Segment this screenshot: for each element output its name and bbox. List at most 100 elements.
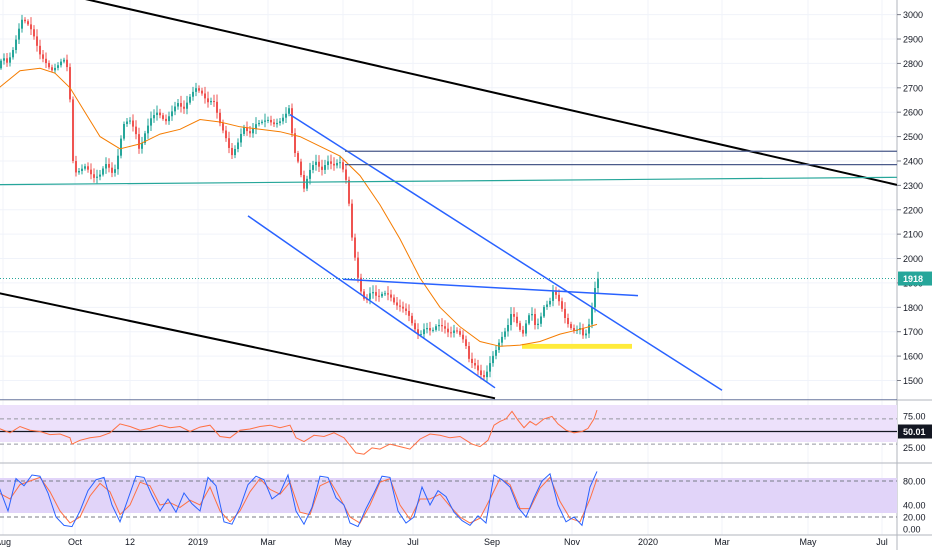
candle[interactable] <box>378 289 380 302</box>
teal-support-line[interactable] <box>0 176 897 186</box>
candle[interactable] <box>213 94 215 107</box>
candle[interactable] <box>492 351 494 367</box>
candle[interactable] <box>372 285 374 299</box>
candle[interactable] <box>390 289 392 302</box>
candle[interactable] <box>33 25 35 40</box>
candle[interactable] <box>132 114 134 132</box>
candle[interactable] <box>540 312 542 327</box>
candle[interactable] <box>414 319 416 333</box>
candle[interactable] <box>297 150 299 164</box>
candle[interactable] <box>144 130 146 146</box>
candle[interactable] <box>24 17 26 24</box>
candle[interactable] <box>174 101 176 116</box>
candle[interactable] <box>417 323 419 339</box>
candle[interactable] <box>513 307 515 323</box>
candle[interactable] <box>294 128 296 158</box>
candle[interactable] <box>69 63 71 103</box>
candle[interactable] <box>348 176 350 207</box>
candle[interactable] <box>225 125 227 142</box>
candle[interactable] <box>519 320 521 332</box>
candle[interactable] <box>180 95 182 113</box>
candle[interactable] <box>63 57 65 64</box>
candle[interactable] <box>12 47 14 60</box>
candle[interactable] <box>147 118 149 139</box>
candle[interactable] <box>324 159 326 175</box>
candle[interactable] <box>477 359 479 375</box>
candle[interactable] <box>306 175 308 192</box>
candle[interactable] <box>138 127 140 154</box>
candle[interactable] <box>336 159 338 169</box>
candle[interactable] <box>339 155 341 169</box>
candle[interactable] <box>177 99 179 110</box>
candle[interactable] <box>27 19 29 26</box>
candle[interactable] <box>252 123 254 138</box>
candle[interactable] <box>0 58 2 70</box>
candle[interactable] <box>525 319 527 337</box>
candle[interactable] <box>423 323 425 339</box>
candle[interactable] <box>321 159 323 176</box>
candle[interactable] <box>459 328 461 337</box>
candle[interactable] <box>312 160 314 174</box>
candle[interactable] <box>126 117 128 127</box>
candle[interactable] <box>207 91 209 108</box>
candle[interactable] <box>288 105 290 117</box>
candle[interactable] <box>285 107 287 123</box>
candle[interactable] <box>30 17 32 36</box>
candle[interactable] <box>45 52 47 69</box>
candle[interactable] <box>474 358 476 370</box>
candle[interactable] <box>516 312 518 327</box>
candle[interactable] <box>162 112 164 121</box>
candle[interactable] <box>300 158 302 178</box>
candle[interactable] <box>42 50 44 63</box>
candle[interactable] <box>354 233 356 261</box>
candle[interactable] <box>48 60 50 70</box>
candle[interactable] <box>240 128 242 147</box>
candle[interactable] <box>462 330 464 343</box>
candle[interactable] <box>411 312 413 326</box>
candle[interactable] <box>9 52 11 67</box>
candle[interactable] <box>234 145 236 159</box>
candle[interactable] <box>333 157 335 171</box>
candle[interactable] <box>84 163 86 171</box>
candle[interactable] <box>432 327 434 333</box>
candle[interactable] <box>564 302 566 324</box>
candle[interactable] <box>204 86 206 104</box>
candle[interactable] <box>141 136 143 154</box>
candle[interactable] <box>102 166 104 177</box>
candle[interactable] <box>360 273 362 295</box>
candle[interactable] <box>546 300 548 310</box>
candle[interactable] <box>129 117 131 125</box>
candle[interactable] <box>120 135 122 159</box>
candle[interactable] <box>96 169 98 184</box>
candle[interactable] <box>345 164 347 184</box>
candle[interactable] <box>192 86 194 101</box>
candle[interactable] <box>111 162 113 178</box>
candle[interactable] <box>570 321 572 330</box>
candle[interactable] <box>438 319 440 331</box>
candle[interactable] <box>381 291 383 299</box>
candle[interactable] <box>426 322 428 334</box>
candle[interactable] <box>219 108 221 127</box>
candle[interactable] <box>21 14 23 33</box>
candle[interactable] <box>39 39 41 60</box>
candle[interactable] <box>522 325 524 337</box>
candle[interactable] <box>384 290 386 296</box>
candle[interactable] <box>165 114 167 125</box>
candle[interactable] <box>90 163 92 180</box>
candle[interactable] <box>36 29 38 52</box>
candle[interactable] <box>291 103 293 138</box>
candle[interactable] <box>594 281 596 313</box>
candle[interactable] <box>597 271 599 294</box>
channel-upper-line[interactable] <box>289 114 723 391</box>
candle[interactable] <box>465 335 467 349</box>
candle[interactable] <box>123 121 125 141</box>
candle[interactable] <box>405 303 407 316</box>
candle[interactable] <box>543 304 545 319</box>
candle[interactable] <box>276 118 278 128</box>
candle[interactable] <box>270 115 272 126</box>
candle[interactable] <box>6 52 8 67</box>
candle[interactable] <box>156 105 158 121</box>
candle[interactable] <box>237 138 239 153</box>
candle[interactable] <box>435 324 437 332</box>
